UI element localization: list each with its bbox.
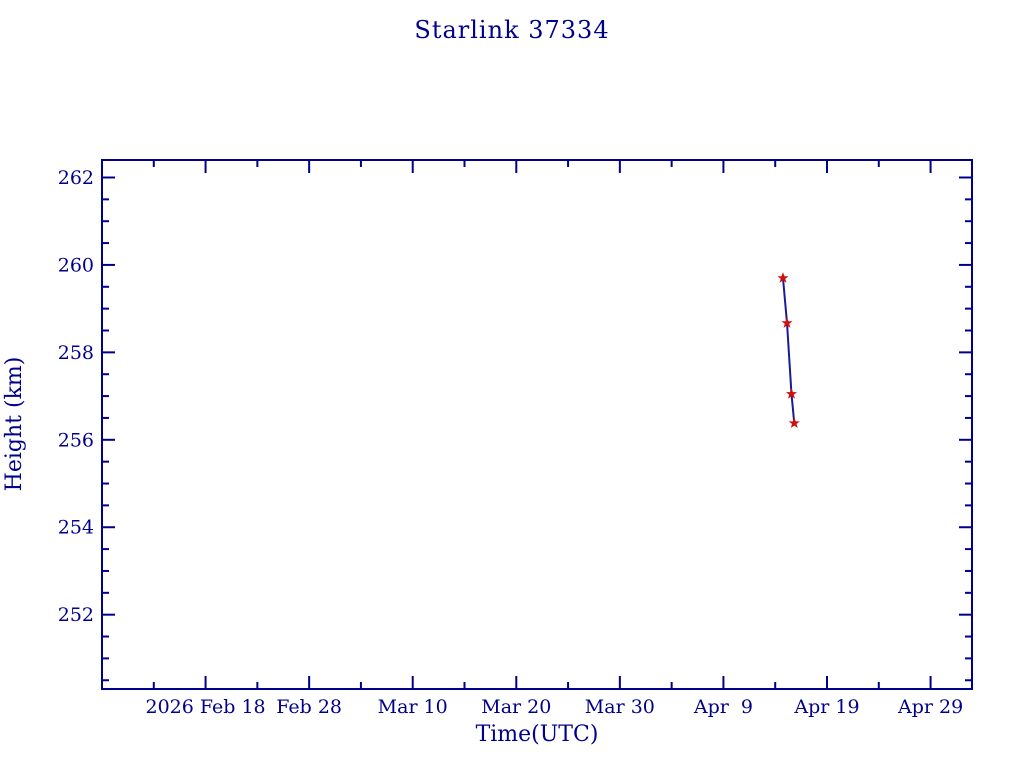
x-tick-label: Mar 10	[378, 696, 448, 718]
data-point-marker	[788, 417, 800, 428]
y-axis-label: Height (km)	[2, 357, 27, 492]
x-tick-label: 2026 Feb 18	[145, 696, 265, 718]
plot-area: 2026 Feb 18 Feb 28 Mar 10 Mar 20 Mar 30 Apr 9…	[58, 159, 973, 718]
chart-title: Starlink 37334	[414, 16, 609, 44]
x-tick-label: Apr 29	[897, 696, 963, 718]
data-point-marker	[777, 272, 789, 283]
plot-frame	[101, 159, 973, 690]
data-line	[781, 277, 796, 424]
x-tick-label: Feb 28	[276, 696, 342, 718]
x-axis-label: Time(UTC)	[476, 722, 599, 747]
y-tick-label: 252	[58, 604, 94, 626]
x-tick-label: Apr 9	[693, 696, 753, 718]
y-tick-label: 256	[58, 429, 94, 451]
data-point-marker	[785, 388, 798, 399]
x-tick-label: Mar 30	[585, 696, 655, 718]
x-tick-label: Apr 19	[793, 696, 859, 718]
data-point-marker	[781, 317, 793, 328]
y-tick-label: 254	[58, 517, 94, 539]
y-tick-label: 260	[58, 254, 94, 276]
y-tick-label: 258	[58, 342, 94, 364]
y-tick-label: 262	[58, 167, 94, 189]
x-tick-label: Mar 20	[481, 696, 551, 718]
